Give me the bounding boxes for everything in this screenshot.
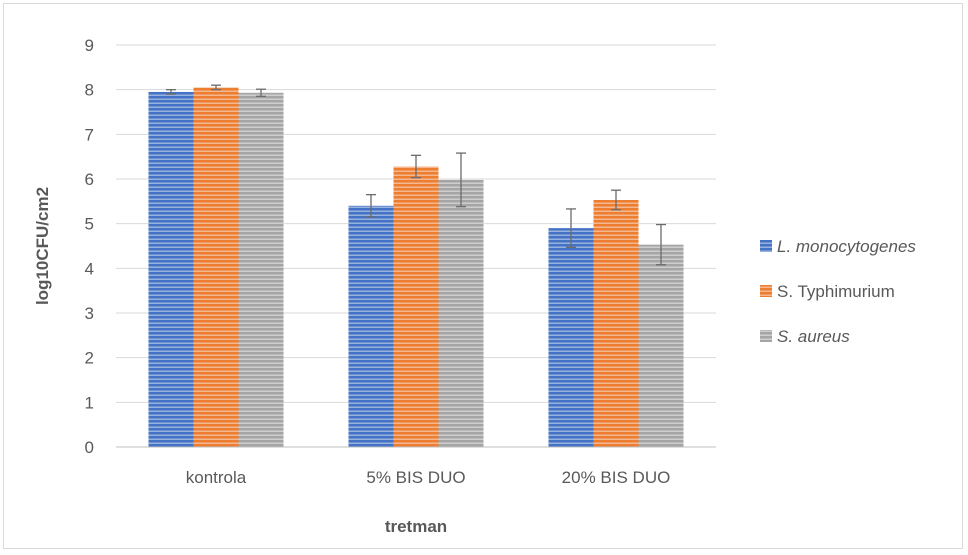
legend-swatch xyxy=(760,240,772,252)
y-tick-label: 9 xyxy=(85,36,94,55)
legend-label: S. Typhimurium xyxy=(777,282,895,301)
bar xyxy=(193,87,239,447)
y-axis-title: log10CFU/cm2 xyxy=(33,187,52,305)
y-tick-label: 0 xyxy=(85,438,94,457)
y-axis-ticks: 0 1 2 3 4 5 6 7 8 9 xyxy=(85,36,94,457)
legend: L. monocytogenes S. Typhimurium S. aureus xyxy=(760,237,916,346)
legend-label: S. aureus xyxy=(777,327,850,346)
bar xyxy=(238,92,284,447)
x-tick-label: 20% BIS DUO xyxy=(562,468,671,487)
y-tick-label: 8 xyxy=(85,81,94,100)
x-tick-label: 5% BIS DUO xyxy=(366,468,465,487)
y-tick-label: 1 xyxy=(85,393,94,412)
bar xyxy=(393,166,439,447)
legend-swatch xyxy=(760,330,772,342)
legend-label: L. monocytogenes xyxy=(777,237,916,256)
y-tick-label: 4 xyxy=(85,259,94,278)
x-axis-ticks: kontrola 5% BIS DUO 20% BIS DUO xyxy=(186,468,671,487)
bar xyxy=(638,244,684,447)
error-bars xyxy=(166,84,666,266)
y-tick-label: 5 xyxy=(85,215,94,234)
bar xyxy=(148,91,194,448)
y-tick-label: 7 xyxy=(85,125,94,144)
bar xyxy=(438,179,484,448)
bar-chart: 0 1 2 3 4 5 6 7 8 9 kontrola 5% BIS DUO 20% BIS DUO… xyxy=(33,36,916,536)
legend-swatch xyxy=(760,285,772,297)
bar xyxy=(348,205,394,447)
y-tick-label: 6 xyxy=(85,170,94,189)
y-tick-label: 2 xyxy=(85,349,94,368)
bar xyxy=(593,199,639,447)
y-tick-label: 3 xyxy=(85,304,94,323)
x-tick-label: kontrola xyxy=(186,468,247,487)
x-axis-title: tretman xyxy=(385,517,447,536)
bars xyxy=(148,87,684,448)
chart-frame: 0 1 2 3 4 5 6 7 8 9 kontrola 5% BIS DUO 20% BIS DUO… xyxy=(3,3,963,549)
bar xyxy=(548,228,594,447)
